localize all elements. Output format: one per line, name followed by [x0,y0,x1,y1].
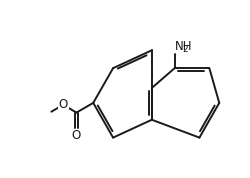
Text: 2: 2 [182,45,188,54]
Text: NH: NH [174,40,192,53]
Text: O: O [72,129,81,142]
Text: O: O [58,98,68,111]
